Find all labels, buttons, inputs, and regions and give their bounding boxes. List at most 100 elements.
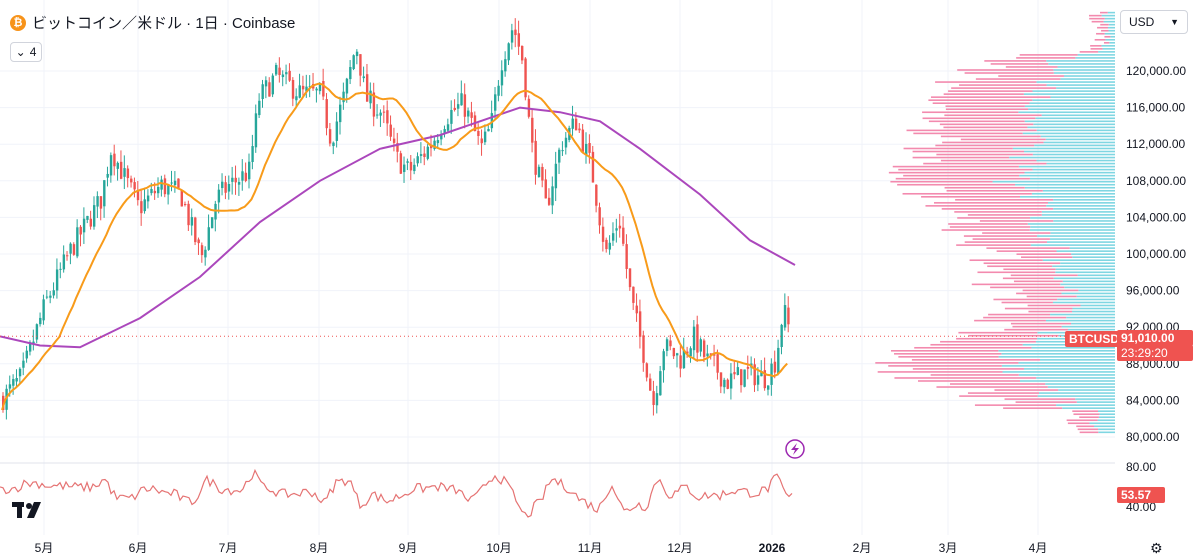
bitcoin-icon: ₿ xyxy=(10,14,26,31)
candle-body xyxy=(638,311,642,337)
volume-profile-bar-down xyxy=(979,220,1054,222)
candle-body xyxy=(291,79,295,99)
volume-profile-bar-down xyxy=(922,117,1036,120)
candle-body xyxy=(62,254,66,270)
volume-profile-bar-up xyxy=(1055,268,1115,271)
gear-icon[interactable]: ⚙ xyxy=(1150,540,1163,556)
candle-body xyxy=(611,233,615,241)
grid-lines xyxy=(0,0,1115,535)
currency-selector[interactable]: USD ▼ xyxy=(1120,10,1188,34)
volume-profile-bar-up xyxy=(1071,253,1115,255)
candle-body xyxy=(106,173,109,178)
candle-body xyxy=(15,377,18,382)
volume-profile-bar-up xyxy=(1101,45,1115,47)
candle-body xyxy=(55,269,59,291)
volume-profile xyxy=(875,11,1115,434)
time-tick-label: 5月 xyxy=(35,541,54,555)
volume-profile-bar-up xyxy=(1029,177,1115,180)
volume-profile-bar-up xyxy=(1053,199,1115,201)
volume-profile-bar-up xyxy=(1018,165,1115,168)
volume-profile-bar-up xyxy=(1022,132,1115,135)
volume-profile-bar-up xyxy=(998,349,1115,352)
volume-profile-bar-down xyxy=(1103,42,1110,44)
candle-body xyxy=(214,203,217,220)
volume-profile-bar-down xyxy=(943,93,1024,95)
volume-profile-bar-up xyxy=(1061,325,1115,328)
ma-long-line xyxy=(0,106,796,349)
candle-body xyxy=(642,335,645,363)
volume-profile-bar-down xyxy=(1019,54,1078,56)
candle-body xyxy=(777,347,780,375)
indicator-collapse-button[interactable]: ⌄ 4 xyxy=(10,42,42,62)
volume-profile-bar-down xyxy=(944,186,1025,189)
volume-profile-bar-down xyxy=(994,389,1059,391)
flash-icon[interactable] xyxy=(785,439,805,459)
volume-profile-bar-down xyxy=(1073,413,1100,416)
volume-profile-bar-down xyxy=(984,60,1047,62)
volume-profile-bar-up xyxy=(1050,313,1115,316)
volume-profile-bar-down xyxy=(1091,20,1104,23)
volume-profile-bar-down xyxy=(895,177,1030,180)
volume-profile-bar-up xyxy=(1056,87,1115,89)
volume-profile-bar-up xyxy=(1046,241,1115,243)
candle-body xyxy=(729,373,733,389)
volume-profile-bar-down xyxy=(877,371,1003,373)
rsi-value-tag: 53.57 xyxy=(1117,487,1165,503)
candle-body xyxy=(497,85,500,96)
volume-profile-bar-down xyxy=(936,153,1033,156)
tradingview-logo[interactable] xyxy=(12,500,48,526)
candle-body xyxy=(2,395,5,411)
candle-body xyxy=(702,340,706,357)
candle-body xyxy=(163,178,167,195)
candle-body xyxy=(318,83,322,92)
candle-body xyxy=(564,137,568,148)
volume-profile-bar-down xyxy=(988,313,1051,316)
price-tick-label: 84,000.00 xyxy=(1126,393,1180,407)
volume-profile-bar-up xyxy=(1097,410,1115,412)
volume-profile-bar-up xyxy=(1029,229,1115,231)
volume-profile-bar-up xyxy=(1036,159,1115,162)
candle-body xyxy=(733,372,736,375)
candle-body xyxy=(713,354,716,356)
volume-profile-bar-up xyxy=(1105,38,1115,41)
candle-body xyxy=(403,164,406,173)
volume-profile-bar-down xyxy=(939,123,1034,126)
volume-profile-bar-down xyxy=(983,316,1067,319)
candle-body xyxy=(659,371,662,396)
candle-body xyxy=(345,78,349,94)
volume-profile-bar-down xyxy=(1003,268,1056,271)
volume-profile-bar-up xyxy=(1001,353,1115,355)
candle-body xyxy=(241,171,244,181)
volume-profile-bar-up xyxy=(1032,153,1115,156)
time-axis[interactable]: 5月 6月 7月 8月 9月 10月 11月 12月 2026 2月 3月 4月 xyxy=(35,541,1048,555)
candle-body xyxy=(554,163,558,189)
volume-profile-bar-up xyxy=(1060,78,1115,80)
candle-body xyxy=(588,143,591,153)
candle-body xyxy=(248,161,251,180)
volume-profile-bar-down xyxy=(875,362,1019,364)
volume-profile-bar-down xyxy=(1076,425,1094,428)
candle-body xyxy=(146,195,150,202)
price-axis[interactable]: 120,000.00 116,000.00 112,000.00 108,000.00… xyxy=(1126,64,1186,444)
candle-body xyxy=(665,339,669,351)
volume-profile-bar-down xyxy=(1016,292,1062,295)
volume-profile-bar-down xyxy=(959,395,1038,397)
candle-body xyxy=(197,239,200,244)
candle-body xyxy=(770,363,773,385)
candle-body xyxy=(224,182,227,193)
time-tick-label: 2026 xyxy=(759,541,786,555)
volume-profile-bar-down xyxy=(1104,35,1111,38)
candle-body xyxy=(86,215,89,220)
volume-profile-bar-up xyxy=(1104,32,1115,35)
candle-body xyxy=(167,184,170,195)
volume-profile-bar-up xyxy=(1041,114,1115,117)
candle-body xyxy=(271,75,274,95)
candle-body xyxy=(288,70,291,81)
rsi-axis: 80.00 40.00 xyxy=(1126,460,1156,514)
candle-body xyxy=(72,244,76,255)
volume-profile-bar-up xyxy=(1110,35,1115,38)
candle-body xyxy=(379,112,382,116)
symbol-title[interactable]: ビットコイン／米ドル · 1日 · Coinbase xyxy=(32,15,296,32)
candle-body xyxy=(116,162,119,169)
